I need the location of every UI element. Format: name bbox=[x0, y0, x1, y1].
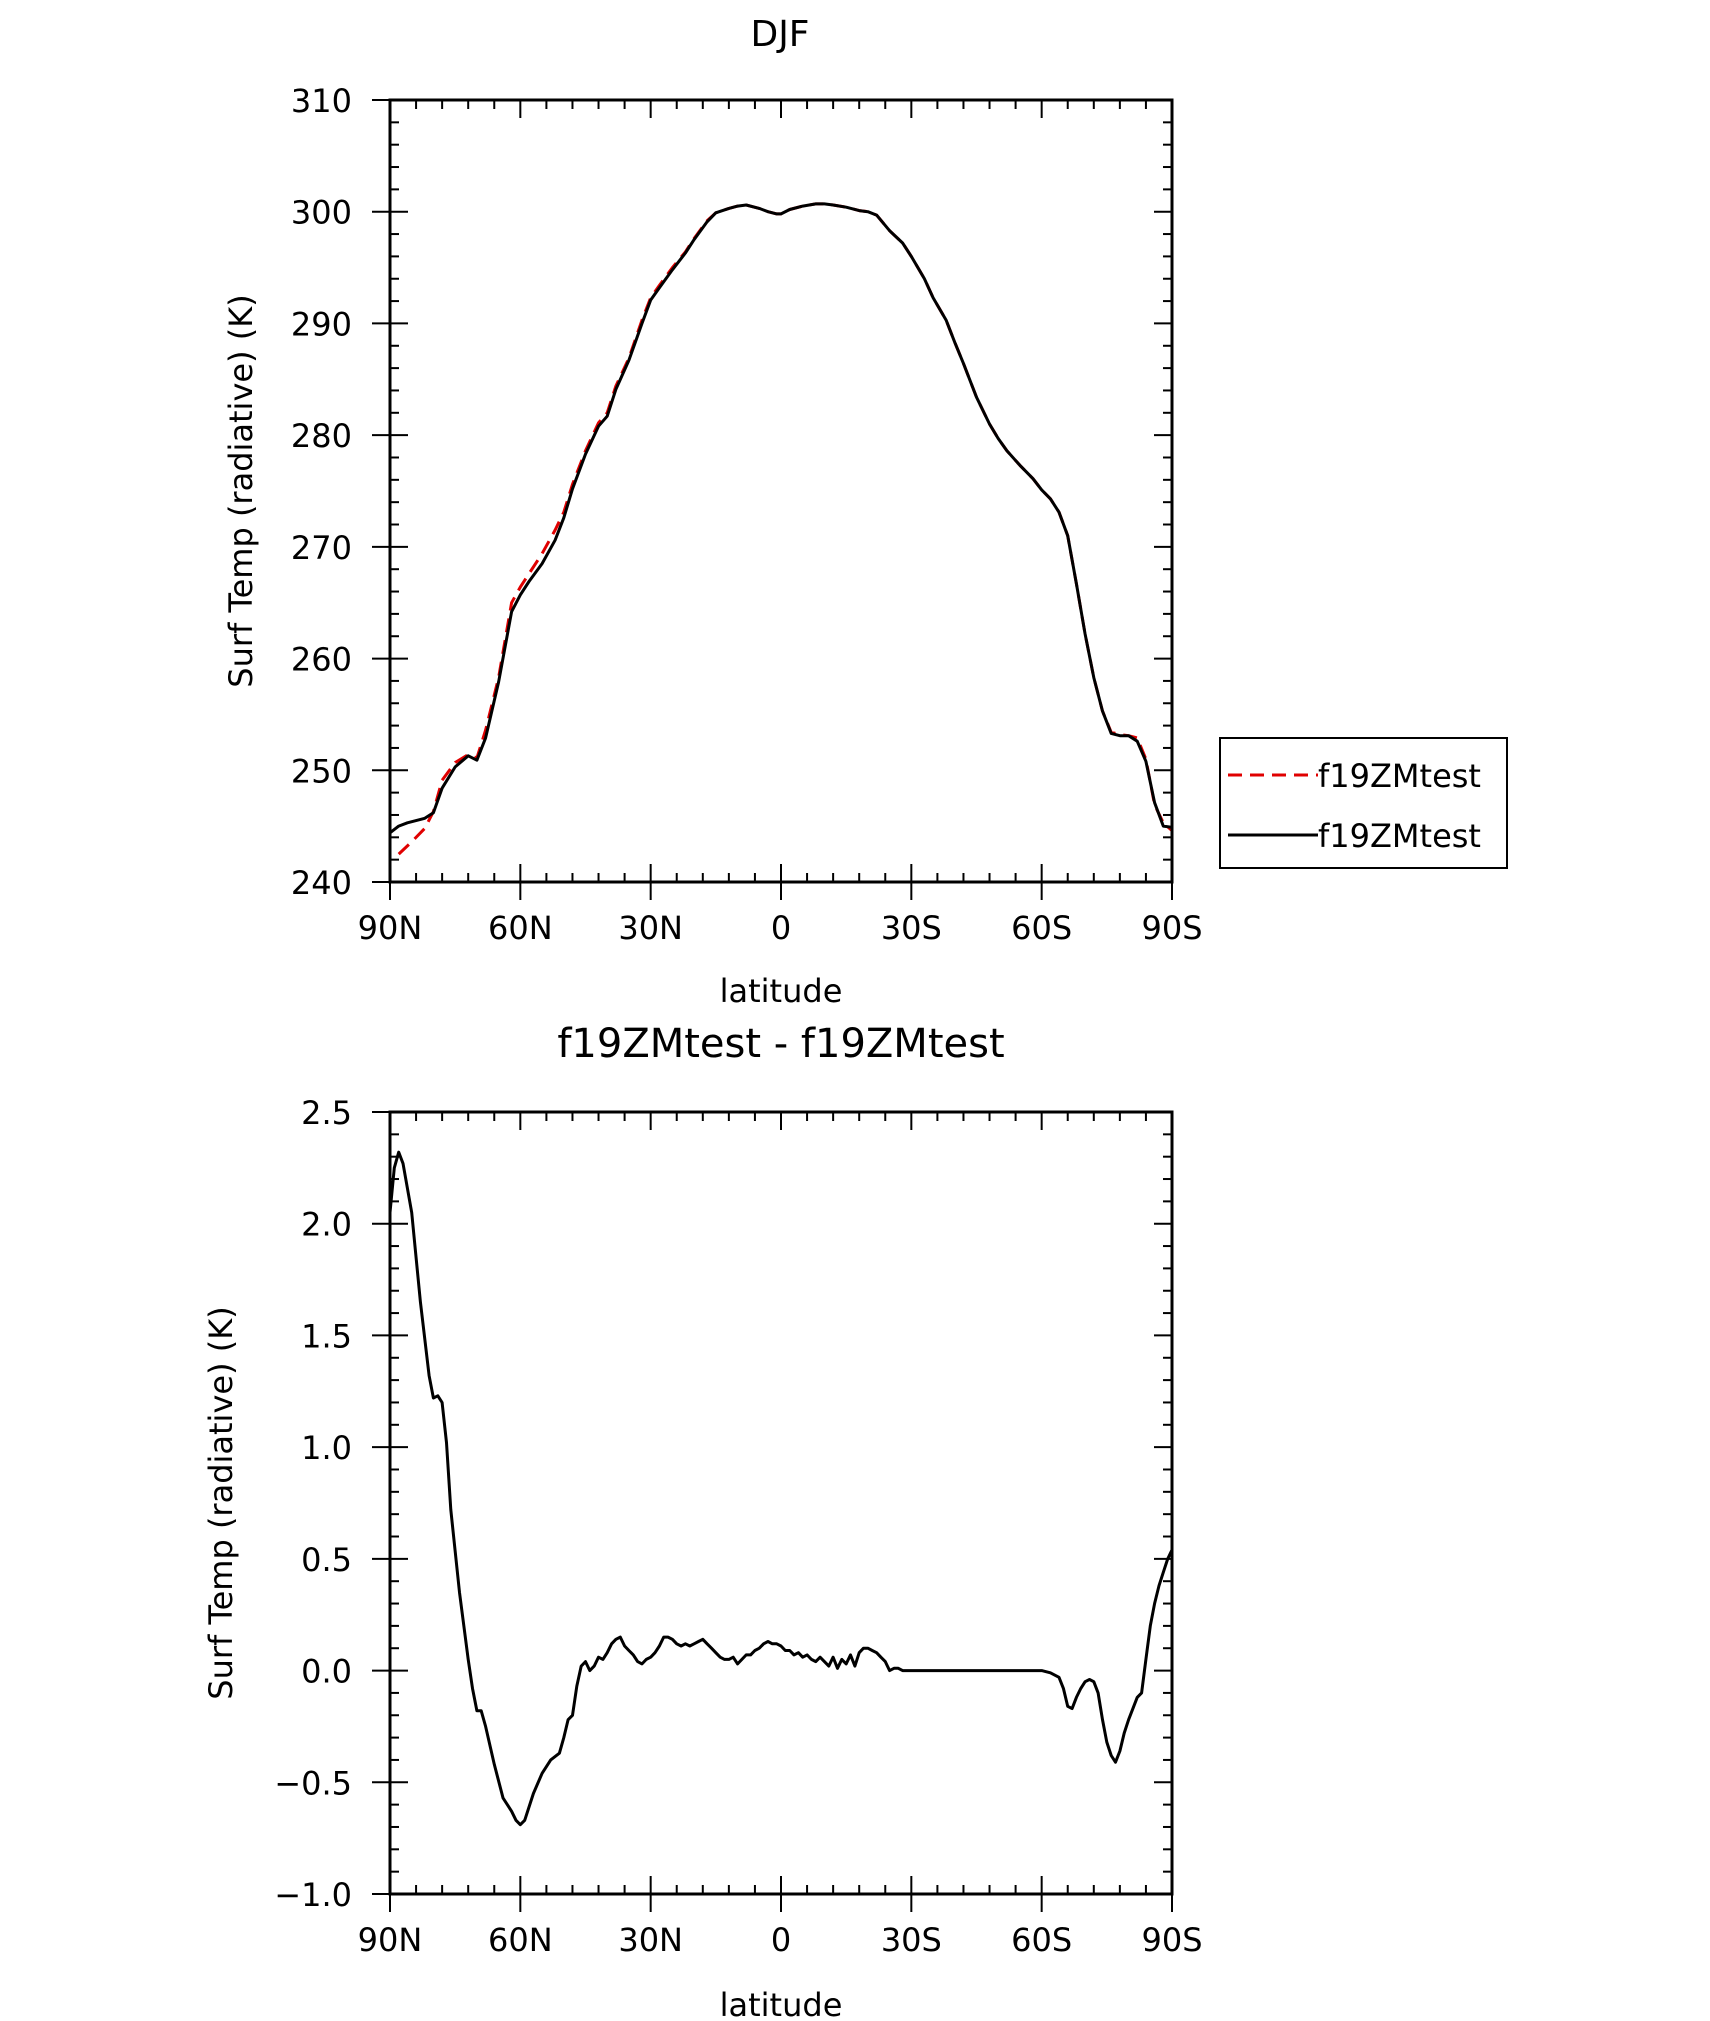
y-tick-label: 1.5 bbox=[301, 1317, 352, 1355]
y-tick-label: 270 bbox=[291, 529, 352, 567]
x-tick-label: 90N bbox=[358, 1921, 423, 1959]
x-tick-label: 60S bbox=[1011, 909, 1072, 947]
legend-label: f19ZMtest bbox=[1318, 757, 1481, 795]
y-tick-label: 0.0 bbox=[301, 1653, 352, 1691]
djf-panel: DJF 240 250 260 270 280 290 300 310 90N 60N 30N 0 3… bbox=[222, 14, 1508, 1010]
x-tick-label: 30S bbox=[881, 1921, 942, 1959]
panel-title: DJF bbox=[750, 14, 809, 55]
y-axis-label: Surf Temp (radiative) (K) bbox=[222, 294, 260, 687]
x-axis-label: latitude bbox=[720, 1986, 843, 2021]
legend: f19ZMtest f19ZMtest bbox=[1219, 737, 1508, 869]
y-axis-label: Surf Temp (radiative) (K) bbox=[202, 1306, 240, 1699]
x-tick-label: 30N bbox=[618, 909, 683, 947]
x-minor-ticks bbox=[389, 1112, 1173, 1912]
series-layer bbox=[389, 202, 1174, 856]
x-axis-label: latitude bbox=[720, 972, 843, 1010]
x-tick-label: 30N bbox=[618, 1921, 683, 1959]
y-tick-label: 310 bbox=[291, 82, 352, 120]
y-tick-label: 290 bbox=[291, 305, 352, 343]
x-tick-labels: 90N 60N 30N 0 30S 60S 90S bbox=[358, 1921, 1203, 1959]
y-tick-label: 280 bbox=[291, 417, 352, 455]
y-tick-label: 250 bbox=[291, 752, 352, 790]
y-tick-label: −0.5 bbox=[274, 1764, 352, 1802]
y-minor-ticks bbox=[372, 1111, 1172, 1895]
x-tick-label: 60N bbox=[488, 909, 553, 947]
y-tick-label: 1.0 bbox=[301, 1429, 352, 1467]
series-layer bbox=[388, 1150, 1174, 1827]
x-tick-label: 60N bbox=[488, 1921, 553, 1959]
x-tick-label: 0 bbox=[771, 909, 791, 947]
plot-frame bbox=[388, 98, 1174, 884]
y-tick-label: 2.0 bbox=[301, 1206, 352, 1244]
x-tick-label: 0 bbox=[771, 1921, 791, 1959]
series-line-solid bbox=[388, 1150, 1174, 1827]
x-tick-label: 30S bbox=[881, 909, 942, 947]
x-tick-label: 90N bbox=[358, 909, 423, 947]
y-tick-label: 300 bbox=[291, 194, 352, 232]
difference-panel: f19ZMtest - f19ZMtest −1.0 −0.5 0.0 0.5 1.0 1… bbox=[202, 1021, 1203, 2021]
x-tick-labels: 90N 60N 30N 0 30S 60S 90S bbox=[358, 909, 1203, 947]
x-tick-label: 90S bbox=[1141, 1921, 1202, 1959]
legend-label: f19ZMtest bbox=[1318, 817, 1481, 855]
series-line-solid bbox=[389, 202, 1173, 834]
y-tick-label: 0.5 bbox=[301, 1541, 352, 1579]
series-line-dashed bbox=[397, 202, 1174, 856]
y-tick-label: 2.5 bbox=[301, 1094, 352, 1132]
legend-box bbox=[1219, 737, 1508, 869]
x-tick-label: 60S bbox=[1011, 1921, 1072, 1959]
y-tick-label: −1.0 bbox=[274, 1876, 352, 1914]
y-tick-labels: −1.0 −0.5 0.0 0.5 1.0 1.5 2.0 2.5 bbox=[274, 1094, 352, 1914]
panel-title: f19ZMtest - f19ZMtest bbox=[557, 1021, 1004, 1067]
plot-frame bbox=[388, 1110, 1174, 1896]
y-tick-labels: 240 250 260 270 280 290 300 310 bbox=[291, 82, 352, 902]
y-tick-label: 260 bbox=[291, 641, 352, 679]
y-minor-ticks bbox=[372, 99, 1172, 883]
x-tick-label: 90S bbox=[1141, 909, 1202, 947]
x-minor-ticks bbox=[389, 100, 1173, 900]
y-tick-label: 240 bbox=[291, 864, 352, 902]
